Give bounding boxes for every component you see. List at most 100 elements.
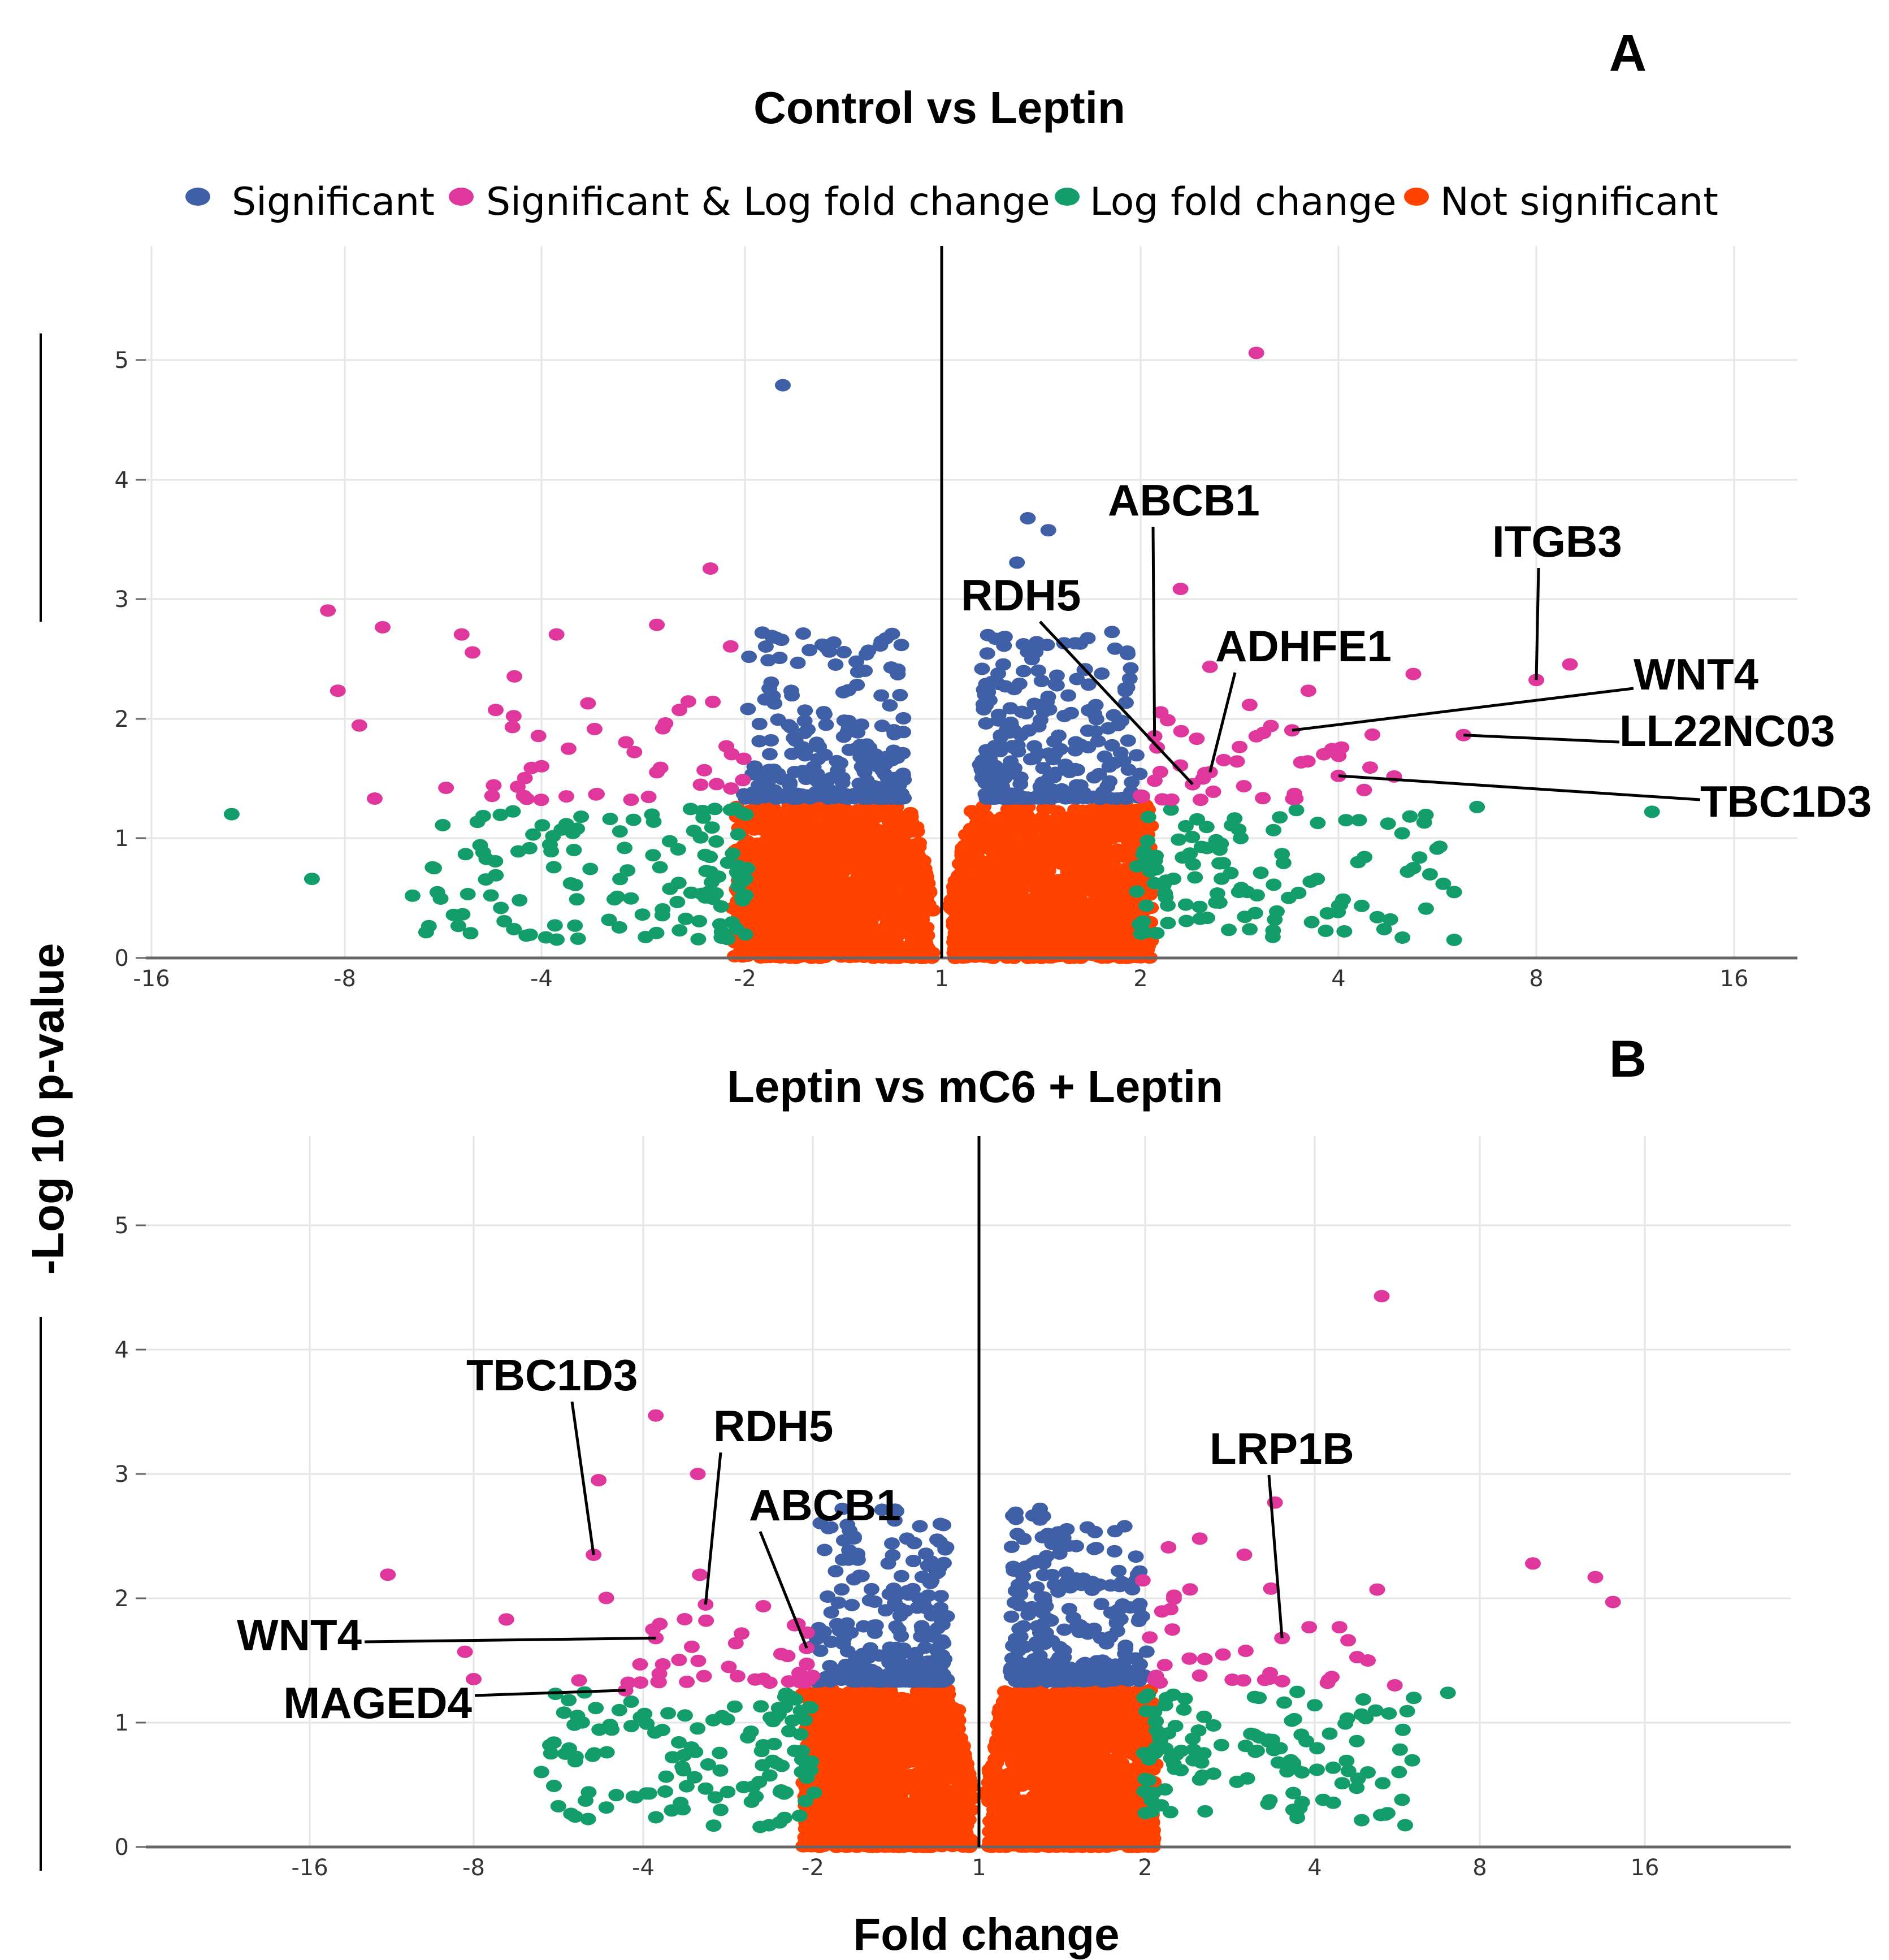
scatter-point-significant-log-fold-change — [533, 793, 549, 806]
scatter-point-log-fold-change — [1140, 834, 1156, 847]
scatter-point-significant-log-fold-change — [1189, 732, 1205, 745]
scatter-point-log-fold-change — [730, 828, 746, 841]
scatter-point-significant — [1012, 778, 1029, 791]
scatter-point-significant-log-fold-change — [1229, 755, 1245, 768]
scatter-point-not-significant — [1043, 849, 1059, 862]
scatter-point-not-significant — [765, 806, 781, 819]
scatter-point-not-significant — [1053, 921, 1069, 934]
x-tick-label: 4 — [1331, 966, 1345, 992]
scatter-point-significant-log-fold-change — [623, 793, 639, 806]
scatter-point-not-significant — [903, 876, 920, 889]
scatter-point-not-significant — [1031, 916, 1047, 929]
legend-label-logfc: Log fold change — [1090, 180, 1397, 224]
scatter-point-significant — [895, 726, 912, 739]
scatter-point-log-fold-change — [493, 901, 509, 914]
highlighted-point — [1009, 556, 1025, 569]
scatter-point-significant — [761, 748, 778, 761]
scatter-point-log-fold-change — [1129, 885, 1145, 898]
scatter-point-log-fold-change — [424, 861, 441, 874]
scatter-point-significant — [890, 663, 906, 676]
scatter-point-log-fold-change — [713, 925, 730, 938]
scatter-point-significant — [1106, 709, 1122, 722]
scatter-point-significant-log-fold-change — [1285, 792, 1301, 805]
scatter-point-log-fold-change — [460, 888, 476, 900]
scatter-point-log-fold-change — [1135, 848, 1151, 861]
scatter-point-log-fold-change — [567, 919, 583, 932]
scatter-point-log-fold-change — [1310, 817, 1326, 830]
scatter-point-significant-log-fold-change — [1154, 793, 1171, 806]
scatter-point-significant — [1088, 725, 1103, 738]
scatter-point-significant — [1102, 775, 1118, 788]
scatter-point-not-significant — [806, 933, 822, 946]
scatter-point-log-fold-change — [1446, 934, 1462, 946]
scatter-point-log-fold-change — [683, 886, 699, 899]
scatter-point-significant — [754, 626, 770, 639]
scatter-point-significant — [878, 632, 894, 645]
scatter-point-log-fold-change — [692, 831, 709, 844]
scatter-point-not-significant — [918, 921, 934, 934]
scatter-point-log-fold-change — [678, 912, 694, 925]
scatter-point-not-significant — [1023, 851, 1039, 864]
scatter-point-significant — [1104, 626, 1120, 639]
highlighted-point — [722, 640, 739, 653]
scatter-point-not-significant — [1069, 938, 1086, 951]
chart-title-b: Leptin vs mC6 + Leptin — [727, 1061, 1223, 1112]
scatter-point-significant — [795, 627, 811, 640]
y-tick-label: 0 — [115, 946, 129, 972]
gene-label-itgb3: ITGB3 — [1492, 517, 1622, 566]
panel-b-grid — [146, 1136, 1791, 1847]
scatter-point-not-significant — [1095, 925, 1112, 938]
scatter-point-not-significant — [873, 907, 889, 920]
scatter-point-log-fold-change — [670, 877, 687, 890]
legend-label-significant-logfc: Significant & Log fold change — [486, 180, 1050, 224]
scatter-point-log-fold-change — [570, 932, 586, 945]
scatter-point-log-fold-change — [612, 825, 628, 838]
scatter-point-significant — [818, 718, 834, 731]
highlighted-point — [1172, 583, 1189, 595]
scatter-point-significant — [757, 693, 773, 706]
scatter-point-significant — [1067, 744, 1084, 757]
scatter-point-not-significant — [991, 900, 1008, 913]
scatter-point-log-fold-change — [1171, 833, 1187, 846]
scatter-point-log-fold-change — [1272, 811, 1288, 824]
highlighted-point — [1562, 658, 1578, 671]
scatter-point-significant — [1081, 704, 1097, 717]
scatter-point-not-significant — [824, 936, 840, 949]
scatter-point-log-fold-change — [1422, 868, 1438, 881]
scatter-point-not-significant — [896, 926, 912, 939]
scatter-point-log-fold-change — [682, 803, 699, 816]
scatter-point-not-significant — [978, 810, 994, 823]
scatter-point-significant — [1117, 684, 1134, 697]
scatter-point-significant — [978, 717, 994, 730]
scatter-point-significant-log-fold-change — [640, 791, 657, 804]
scatter-point-not-significant — [1084, 907, 1101, 920]
scatter-point-log-fold-change — [1233, 882, 1250, 895]
highlighted-point — [618, 736, 634, 749]
scatter-point-significant — [840, 714, 857, 727]
scatter-point-significant — [892, 688, 908, 701]
scatter-point-not-significant — [1111, 844, 1127, 857]
highlighted-point — [351, 719, 367, 732]
scatter-point-log-fold-change — [1336, 925, 1353, 938]
scatter-point-not-significant — [1084, 804, 1101, 817]
highlighted-point — [304, 873, 320, 886]
scatter-point-not-significant — [917, 882, 933, 895]
scatter-point-log-fold-change — [602, 813, 618, 825]
y-tick-label: 3 — [115, 587, 129, 613]
scatter-point-significant — [1046, 771, 1062, 783]
scatter-point-not-significant — [965, 938, 982, 951]
scatter-point-not-significant — [882, 864, 899, 876]
scatter-point-not-significant — [1033, 812, 1049, 825]
scatter-point-log-fold-change — [457, 848, 474, 861]
scatter-point-significant — [766, 764, 782, 777]
scatter-point-significant-log-fold-change — [1364, 728, 1380, 741]
scatter-point-significant — [980, 628, 996, 641]
scatter-point-not-significant — [1110, 818, 1126, 831]
scatter-point-not-significant — [820, 883, 837, 896]
x-tick-label: 1 — [934, 966, 948, 992]
scatter-point-log-fold-change — [1221, 923, 1237, 936]
scatter-point-significant — [1094, 667, 1110, 680]
highlighted-point — [775, 379, 791, 392]
scatter-point-not-significant — [1061, 860, 1077, 873]
scatter-point-significant — [1013, 729, 1029, 742]
